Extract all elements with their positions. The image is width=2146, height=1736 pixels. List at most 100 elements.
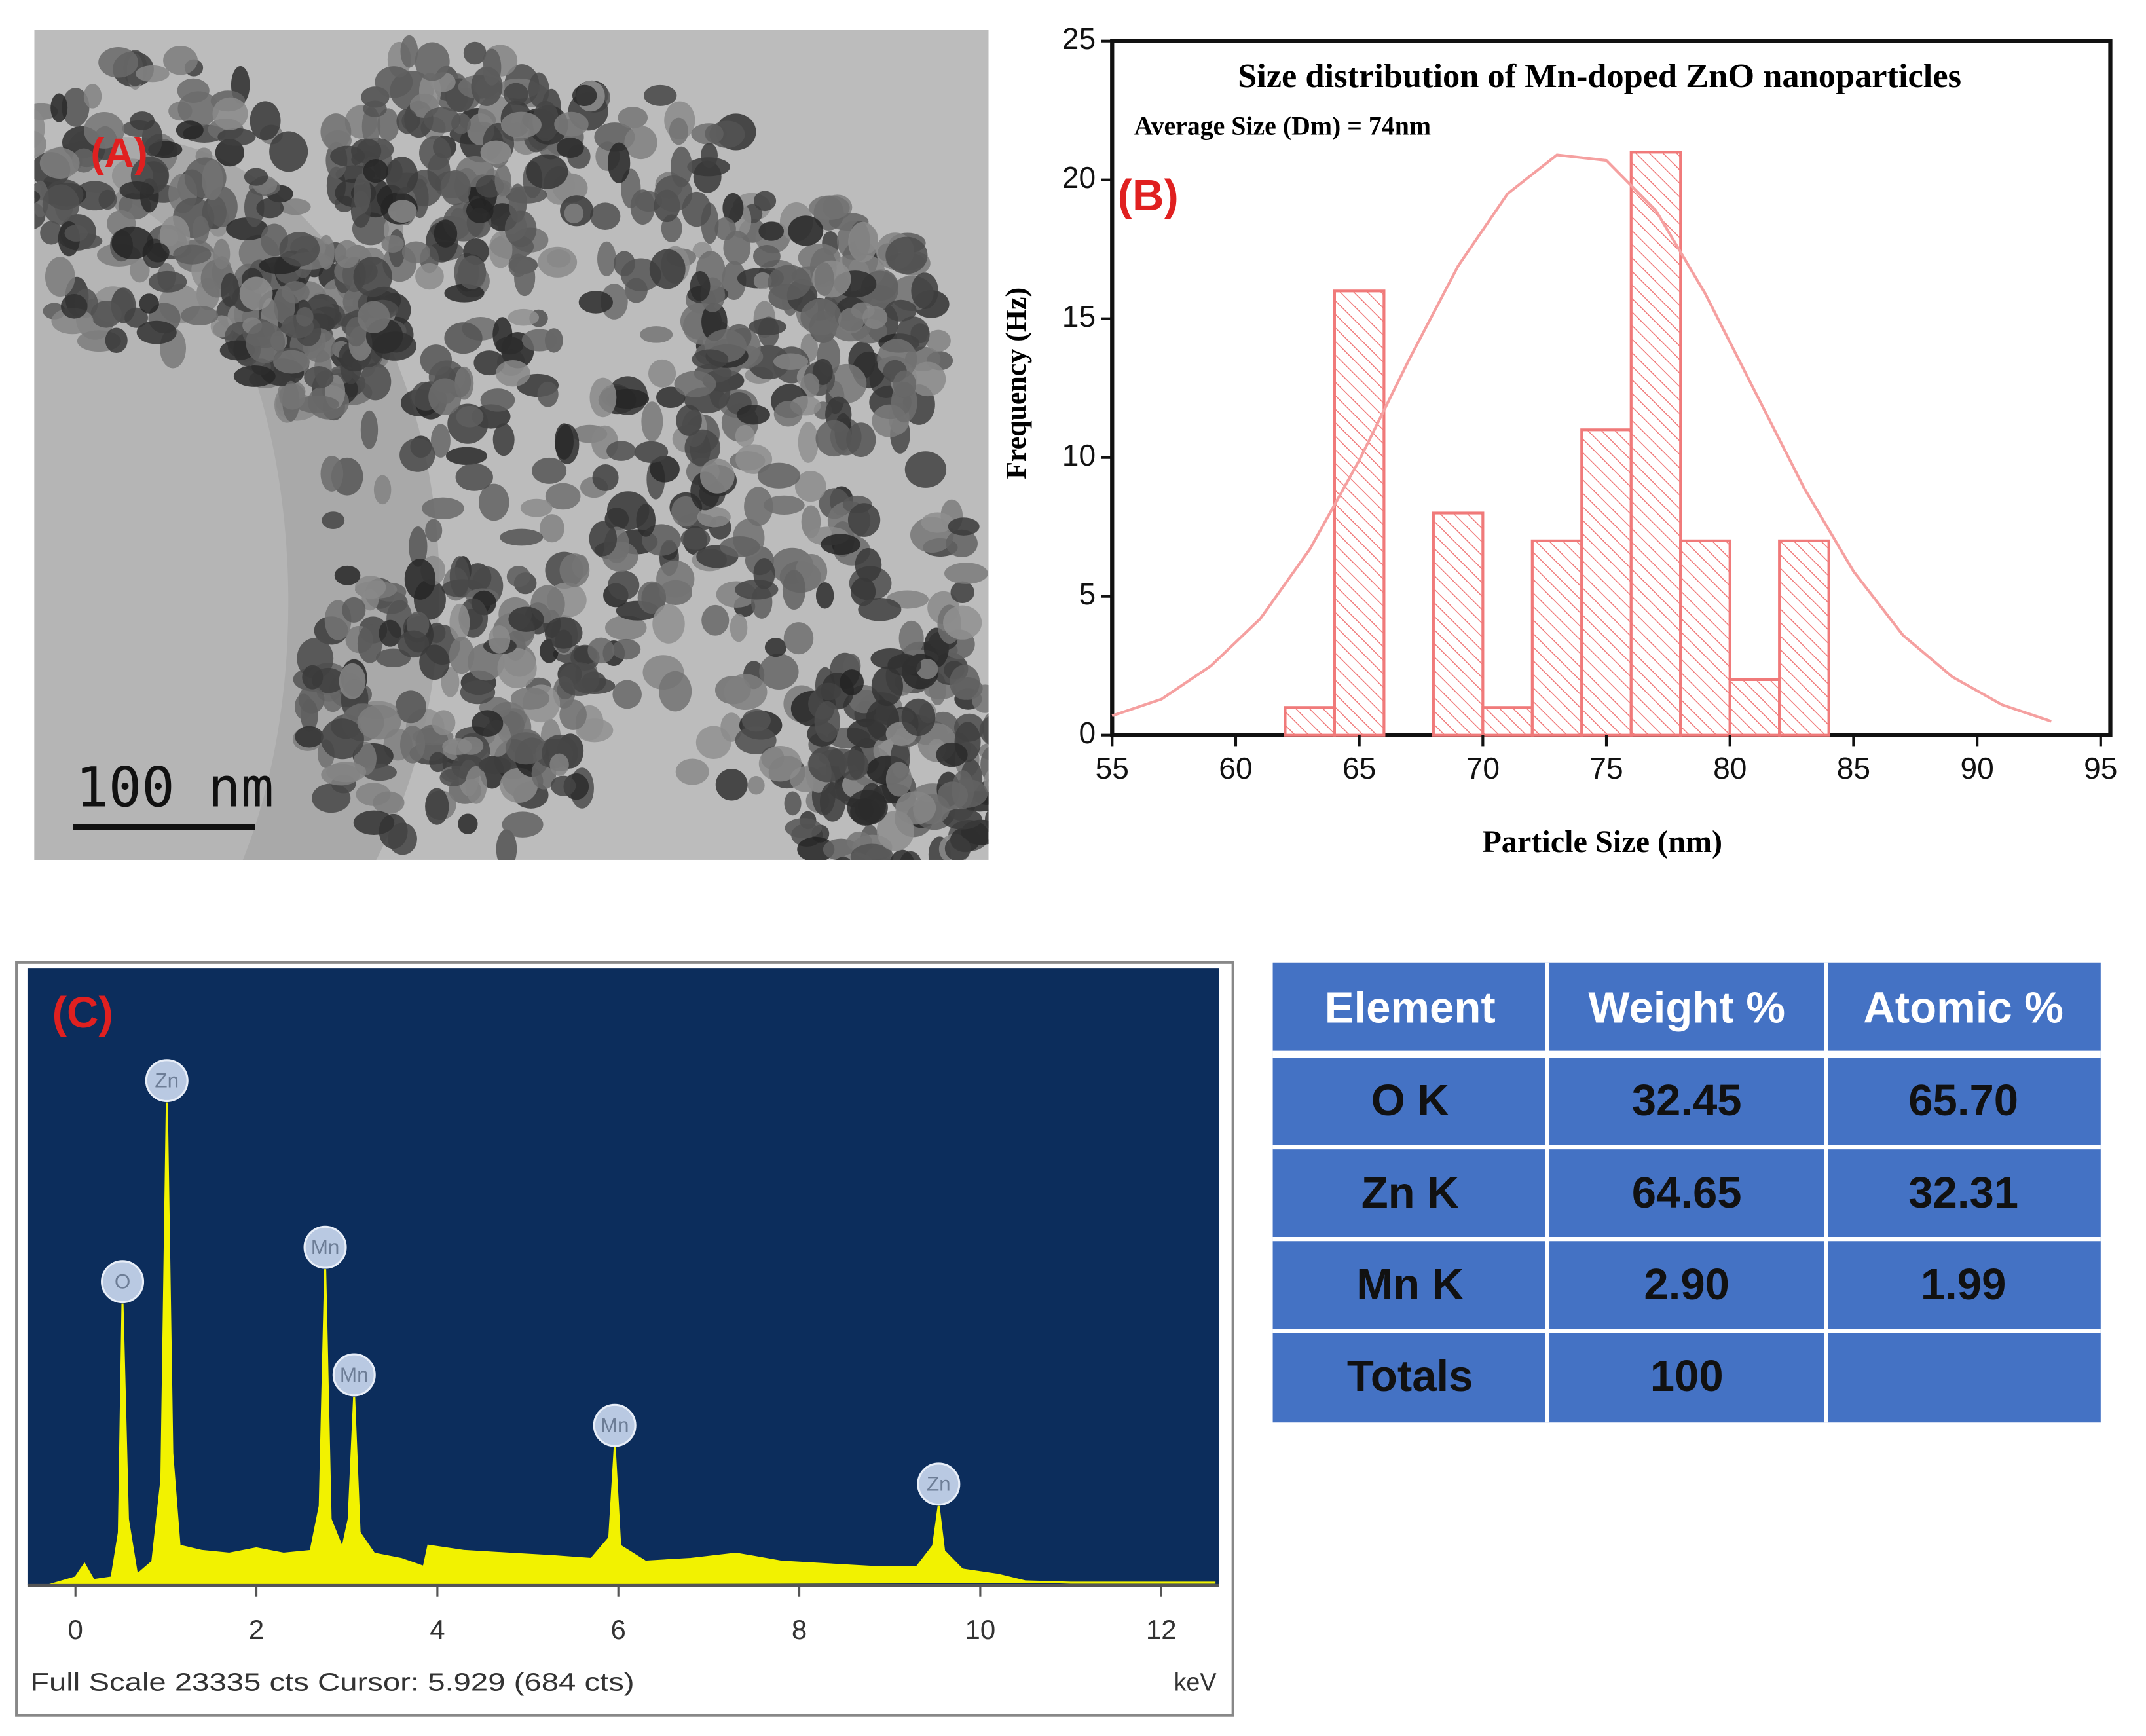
tem-particle	[244, 188, 265, 227]
tem-particle	[130, 111, 155, 130]
tem-particle	[9, 162, 28, 181]
tem-particle	[901, 698, 936, 736]
tem-particle	[669, 117, 688, 145]
tem-particle	[398, 630, 430, 658]
tem-particle	[136, 65, 170, 83]
tem-particle	[40, 221, 63, 245]
tem-particle	[783, 622, 814, 655]
tem-particle	[592, 464, 619, 491]
tem-particle	[937, 781, 969, 809]
tem-particle	[715, 769, 748, 801]
table-cell: O K	[1371, 1076, 1449, 1125]
tem-particle	[800, 298, 842, 336]
tem-particle	[479, 483, 509, 521]
tem-particle	[808, 746, 847, 783]
spectrum	[48, 1102, 1216, 1587]
tem-particle	[559, 662, 600, 696]
bar	[1629, 151, 1682, 737]
tem-particle	[605, 615, 647, 640]
tem-particle	[399, 725, 426, 764]
tem-particle	[654, 175, 693, 212]
tem-particle	[425, 519, 443, 542]
tem-particle	[363, 100, 387, 117]
tem-particle	[217, 128, 256, 146]
y-tick-label: 5	[1079, 577, 1096, 611]
tem-particle	[676, 405, 702, 436]
tem-particle	[652, 604, 685, 644]
tem-particle	[302, 665, 324, 690]
tem-particle	[606, 388, 650, 409]
tem-particle	[838, 750, 869, 781]
x-tick-label: 2	[249, 1614, 264, 1645]
tem-particle	[700, 458, 735, 494]
tem-particle	[814, 701, 840, 743]
tem-particle	[554, 111, 589, 137]
x-tick-label: 60	[1219, 751, 1252, 785]
panel-label: (C)	[52, 988, 113, 1037]
tem-particle	[674, 371, 716, 397]
tem-particle	[280, 198, 311, 215]
tem-particle	[753, 558, 775, 589]
peak-bubble	[917, 1462, 961, 1506]
tem-particle	[612, 638, 641, 660]
tem-particle	[656, 386, 686, 409]
tem-particle	[948, 517, 980, 536]
x-tick-label: 10	[965, 1614, 996, 1645]
tem-particle	[202, 160, 223, 200]
tem-particle	[723, 231, 751, 265]
chart-title: Size distribution of Mn-doped ZnO nanopa…	[1238, 57, 1961, 95]
tem-particle	[788, 215, 824, 246]
tem-particle	[730, 614, 748, 642]
tem-particle	[847, 790, 888, 825]
tem-particle	[377, 108, 399, 141]
tem-particle	[495, 337, 524, 355]
tem-particle	[624, 126, 657, 160]
bar	[1481, 706, 1534, 737]
tem-particle	[607, 142, 631, 183]
y-tick-label: 15	[1062, 299, 1096, 333]
tem-particle	[613, 251, 635, 277]
tem-particle	[851, 577, 876, 606]
y-tick-label: 0	[1079, 716, 1096, 750]
tem-particle	[590, 202, 621, 231]
tem-particle	[871, 666, 903, 707]
peak-label: Zn	[155, 1069, 179, 1092]
tem-particle	[754, 191, 777, 212]
tem-particle	[649, 249, 686, 289]
tem-particle	[911, 272, 938, 309]
peak-bubble	[303, 1225, 347, 1269]
fit-curve	[1111, 153, 2052, 723]
tem-particle	[449, 637, 475, 674]
x-tick-label: 70	[1466, 751, 1500, 785]
x-axis-label: keV	[1174, 1669, 1217, 1696]
tem-particle	[505, 732, 547, 765]
tem-particle	[295, 395, 339, 413]
tem-particle	[924, 682, 957, 700]
table-cell: 65.70	[1908, 1076, 2018, 1125]
tem-particle	[111, 226, 154, 259]
tem-particle	[213, 238, 231, 270]
tem-particle	[701, 143, 718, 168]
peak-bubble	[332, 1353, 376, 1397]
tem-particle	[0, 153, 24, 186]
tem-particle	[612, 680, 642, 709]
tem-particle	[988, 773, 989, 781]
tem-particle	[460, 680, 496, 705]
tem-particle	[360, 410, 379, 449]
bar	[1333, 289, 1386, 737]
peak-bubble	[101, 1260, 145, 1304]
tem-particle	[506, 566, 530, 587]
x-tick-label: 80	[1713, 751, 1747, 785]
tem-particle	[466, 198, 494, 223]
tem-particle	[984, 809, 989, 828]
x-tick-label: 55	[1096, 751, 1129, 785]
x-axis-label: Particle Size (nm)	[1482, 824, 1722, 859]
tem-particle	[556, 138, 584, 158]
tem-particle	[809, 195, 850, 220]
y-tick-label: 20	[1062, 160, 1096, 194]
tem-particle	[993, 722, 1010, 748]
tem-particle	[415, 263, 444, 290]
tem-particle	[375, 66, 413, 98]
tem-particle	[83, 84, 102, 109]
tem-particle	[419, 644, 450, 680]
